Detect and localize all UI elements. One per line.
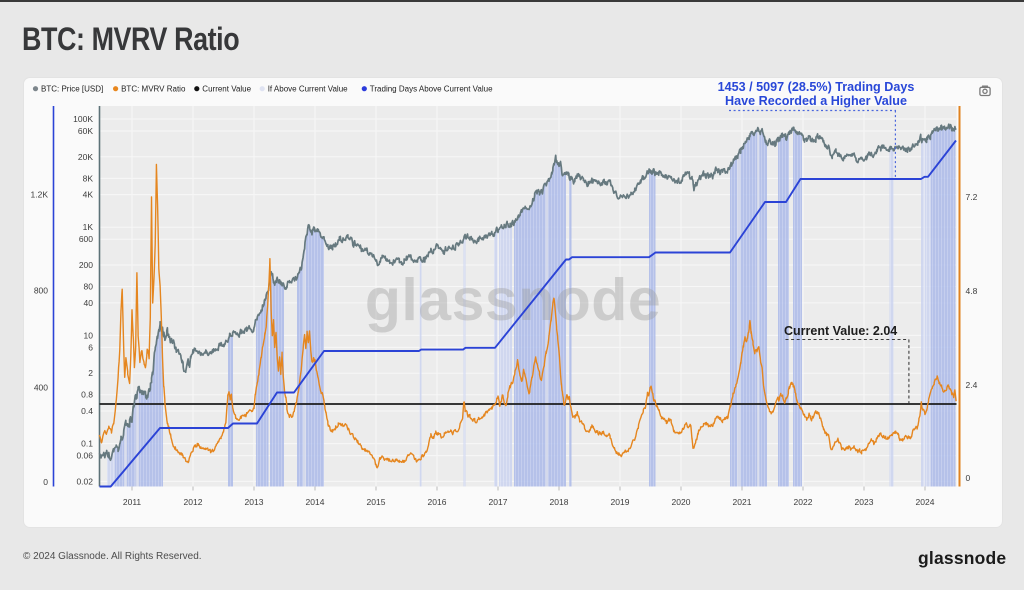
svg-text:0.1: 0.1: [81, 439, 93, 449]
svg-text:600: 600: [79, 234, 93, 244]
svg-text:2023: 2023: [855, 497, 874, 507]
svg-text:7.2: 7.2: [966, 192, 978, 202]
svg-text:1453 / 5097 (28.5%) Trading Da: 1453 / 5097 (28.5%) Trading Days: [718, 80, 915, 94]
svg-text:100K: 100K: [73, 114, 93, 124]
svg-text:2: 2: [88, 368, 93, 378]
svg-text:2014: 2014: [306, 497, 325, 507]
svg-text:10: 10: [84, 330, 94, 340]
svg-text:6: 6: [88, 342, 93, 352]
svg-text:2.4: 2.4: [966, 380, 978, 390]
svg-text:Trading Days Above Current Val: Trading Days Above Current Value: [370, 85, 493, 94]
svg-text:2016: 2016: [428, 497, 447, 507]
svg-text:8K: 8K: [83, 173, 94, 183]
svg-text:4.8: 4.8: [966, 286, 978, 296]
svg-text:BTC: Price [USD]: BTC: Price [USD]: [41, 85, 103, 94]
svg-text:0: 0: [43, 477, 48, 487]
svg-text:Current Value: 2.04: Current Value: 2.04: [784, 324, 897, 338]
svg-text:0.8: 0.8: [81, 390, 93, 400]
svg-text:Have Recorded a Higher Value: Have Recorded a Higher Value: [725, 94, 907, 108]
svg-text:2019: 2019: [611, 497, 630, 507]
svg-text:BTC: MVRV Ratio: BTC: MVRV Ratio: [121, 85, 186, 94]
svg-text:2013: 2013: [245, 497, 264, 507]
svg-text:glassnode: glassnode: [365, 267, 661, 333]
svg-text:20K: 20K: [78, 152, 93, 162]
svg-text:2021: 2021: [733, 497, 752, 507]
svg-text:200: 200: [79, 260, 93, 270]
svg-text:1K: 1K: [83, 222, 94, 232]
svg-text:60K: 60K: [78, 126, 93, 136]
svg-text:80: 80: [84, 282, 94, 292]
svg-text:2012: 2012: [184, 497, 203, 507]
svg-text:40: 40: [84, 298, 94, 308]
svg-text:800: 800: [34, 286, 48, 296]
svg-text:2018: 2018: [550, 497, 569, 507]
svg-text:2022: 2022: [794, 497, 813, 507]
svg-text:0.02: 0.02: [76, 476, 93, 486]
svg-text:0.4: 0.4: [81, 406, 93, 416]
svg-text:2011: 2011: [123, 497, 142, 507]
svg-text:2017: 2017: [489, 497, 508, 507]
svg-text:Current Value: Current Value: [202, 85, 251, 94]
svg-text:0.06: 0.06: [76, 451, 93, 461]
svg-text:400: 400: [34, 383, 48, 393]
svg-text:0: 0: [966, 473, 971, 483]
svg-text:4K: 4K: [83, 190, 94, 200]
svg-text:2024: 2024: [916, 497, 935, 507]
svg-text:2020: 2020: [672, 497, 691, 507]
svg-text:1.2K: 1.2K: [31, 190, 49, 200]
svg-text:2015: 2015: [367, 497, 386, 507]
svg-text:If Above Current Value: If Above Current Value: [268, 85, 348, 94]
